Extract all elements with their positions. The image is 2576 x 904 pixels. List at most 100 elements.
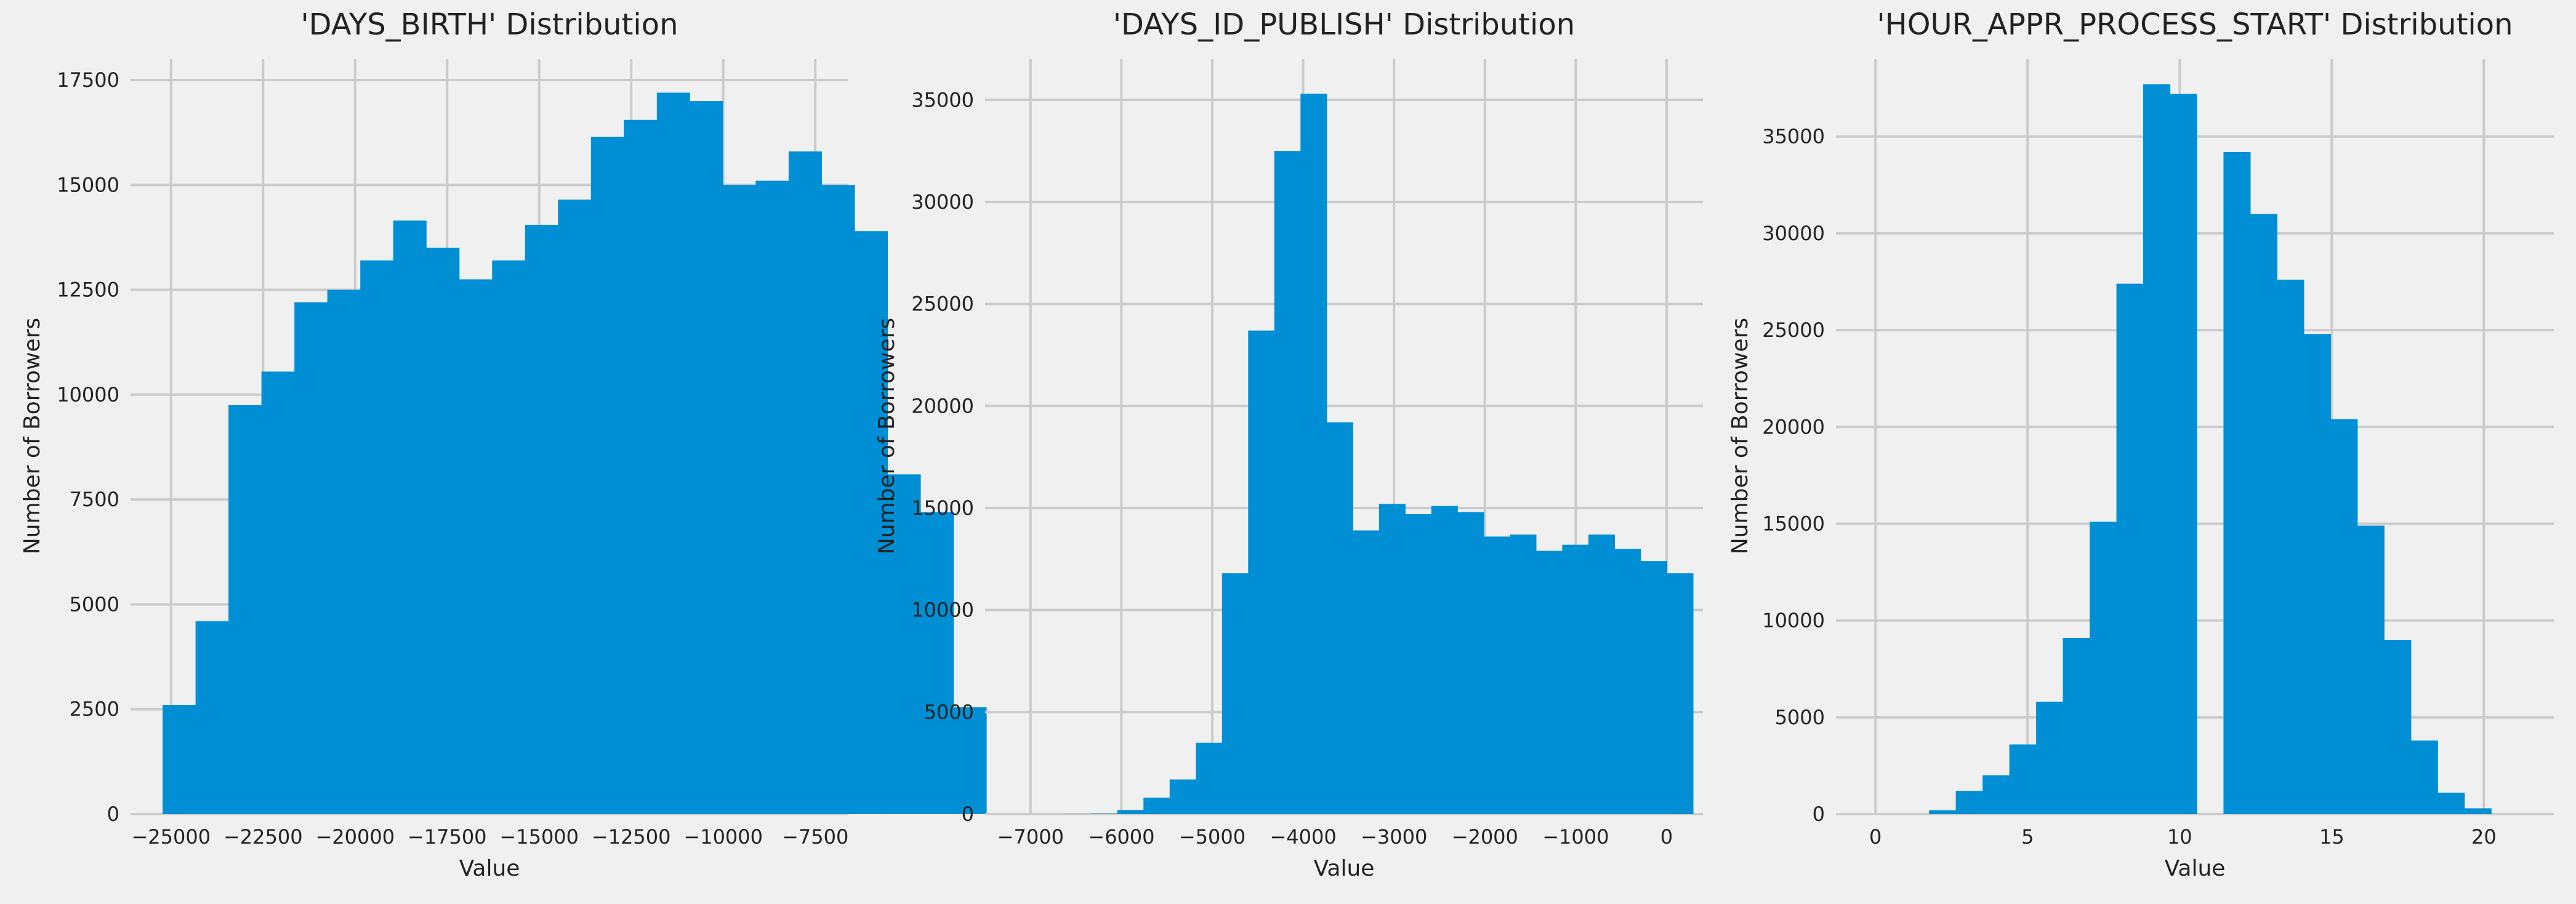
histogram-bar [1248,330,1275,814]
x-tick-label: −20000 [315,825,395,849]
histogram-bar [1196,743,1223,814]
chart-days-birth: −25000 −22500 −20000 −17500 −15000 −12500 −100… [20,7,987,881]
y-tick-label: 20000 [911,394,974,418]
histogram-bar [294,302,328,814]
histogram-bar [393,220,427,814]
histogram-bar [2116,283,2144,815]
y-tick-label: 35000 [1762,125,1825,148]
y-tick-label: 0 [107,802,119,826]
histogram-bar [1117,810,1144,814]
x-tick-label: −3000 [1361,825,1427,849]
histogram-bar [2170,94,2197,815]
y-tick-label: 17500 [57,68,119,92]
chart-days-id-publish-title: 'DAYS_ID_PUBLISH' Distribution [1113,7,1575,42]
chart-days-id-publish: −7000 −6000 −5000 −4000 −3000 −2000 −1000 0 0 50… [874,7,1703,881]
histogram-bar [2437,793,2465,814]
histogram-bar [2384,640,2412,814]
x-tick-label: −25000 [131,825,211,849]
chart-hour-appr-process-start-bars [1929,84,2492,815]
histogram-bar [2223,151,2251,814]
y-tick-label: 5000 [70,592,119,616]
histogram-bar [1955,791,1983,814]
histogram-bar [1353,530,1380,814]
y-tick-label: 5000 [1775,706,1825,729]
histogram-bar [2277,280,2304,814]
histogram-bar [1143,797,1170,814]
x-tick-label: −12500 [592,825,671,849]
histogram-bar [1510,535,1537,814]
histogram-bar [360,260,394,814]
y-tick-label: 7500 [70,488,119,511]
x-tick-label: −5000 [1179,825,1246,849]
histogram-bar [2036,701,2064,814]
histogram-bar [953,707,987,814]
chart-hour-appr-process-start-y-axis-label: Number of Borrowers [1728,318,1753,554]
chart-days-birth-title: 'DAYS_BIRTH' Distribution [300,7,678,42]
histogram-bar [1614,549,1641,814]
x-tick-label: 0 [1660,825,1673,849]
histogram-bar [558,200,592,814]
x-tick-label: 0 [1869,825,1882,849]
histogram-bar [1667,573,1694,814]
chart-days-birth-bars [163,92,987,815]
histogram-bar [854,231,888,814]
histogram-bar [887,474,921,814]
histogram-bar [920,512,954,814]
y-tick-label: 15000 [911,496,974,520]
histogram-bar [1379,504,1406,814]
histogram-bar [1326,422,1353,814]
chart-hour-appr-process-start-title: 'HOUR_APPR_PROCESS_START' Distribution [1877,7,2513,42]
y-tick-label: 15000 [57,173,119,196]
histogram-bar [1431,506,1458,814]
histogram-bar [228,405,262,814]
y-tick-label: 2500 [70,698,119,721]
histogram-bar [722,185,756,814]
histogram-bar [1929,810,1957,814]
chart-hour-appr-process-start-x-axis-label: Value [2165,856,2226,881]
histogram-bar [821,185,855,814]
y-tick-label: 0 [1813,802,1825,826]
x-tick-label: −7000 [997,825,1064,849]
y-tick-label: 25000 [1762,318,1825,342]
y-tick-label: 10000 [911,599,974,622]
histogram-bar [1483,536,1510,814]
chart-days-id-publish-y-ticks: 0 5000 10000 15000 20000 25000 30000 35000 [911,88,974,826]
histogram-bar [2303,334,2331,814]
chart-days-birth-x-axis-label: Value [459,856,520,881]
histogram-bar [459,279,493,814]
histogram-bar [2063,637,2090,814]
histogram-bar [2250,214,2277,814]
chart-hour-appr-process-start: 0 5 10 15 20 0 5000 10000 15000 20000 25000 30000 3… [1728,7,2554,881]
histogram-bar [1588,535,1615,814]
histogram-bar [1222,573,1249,814]
y-tick-label: 10000 [57,383,119,406]
histogram-bar [1091,813,1118,814]
histogram-bar [2143,84,2171,814]
y-tick-label: 0 [962,802,974,826]
chart-days-id-publish-x-axis-label: Value [1314,856,1375,881]
histogram-bar [492,260,526,814]
histogram-bar [624,119,658,814]
histogram-bar [195,621,229,814]
histogram-bar [1640,561,1668,814]
y-tick-label: 12500 [57,278,119,302]
y-tick-label: 20000 [1762,415,1825,438]
histogram-bar [525,225,558,814]
y-tick-label: 35000 [911,88,974,111]
chart-days-birth-y-ticks: 0 2500 5000 7500 10000 12500 15000 17500 [57,68,119,826]
chart-hour-appr-process-start-y-ticks: 0 5000 10000 15000 20000 25000 30000 35000 [1762,125,1825,826]
histogram-bar [755,180,789,814]
histogram-bar [261,371,295,814]
histogram-bar [163,704,196,814]
histogram-bar [327,289,361,815]
y-tick-label: 25000 [911,293,974,316]
x-tick-label: 5 [2021,825,2034,849]
histogram-bar [788,151,823,814]
histogram-bar [426,248,460,814]
histogram-bar [590,137,624,814]
y-tick-label: 30000 [911,190,974,214]
histogram-bar [690,101,723,815]
histogram-bar [1536,551,1563,814]
x-tick-label: −4000 [1270,825,1336,849]
histogram-bar [2464,808,2492,814]
